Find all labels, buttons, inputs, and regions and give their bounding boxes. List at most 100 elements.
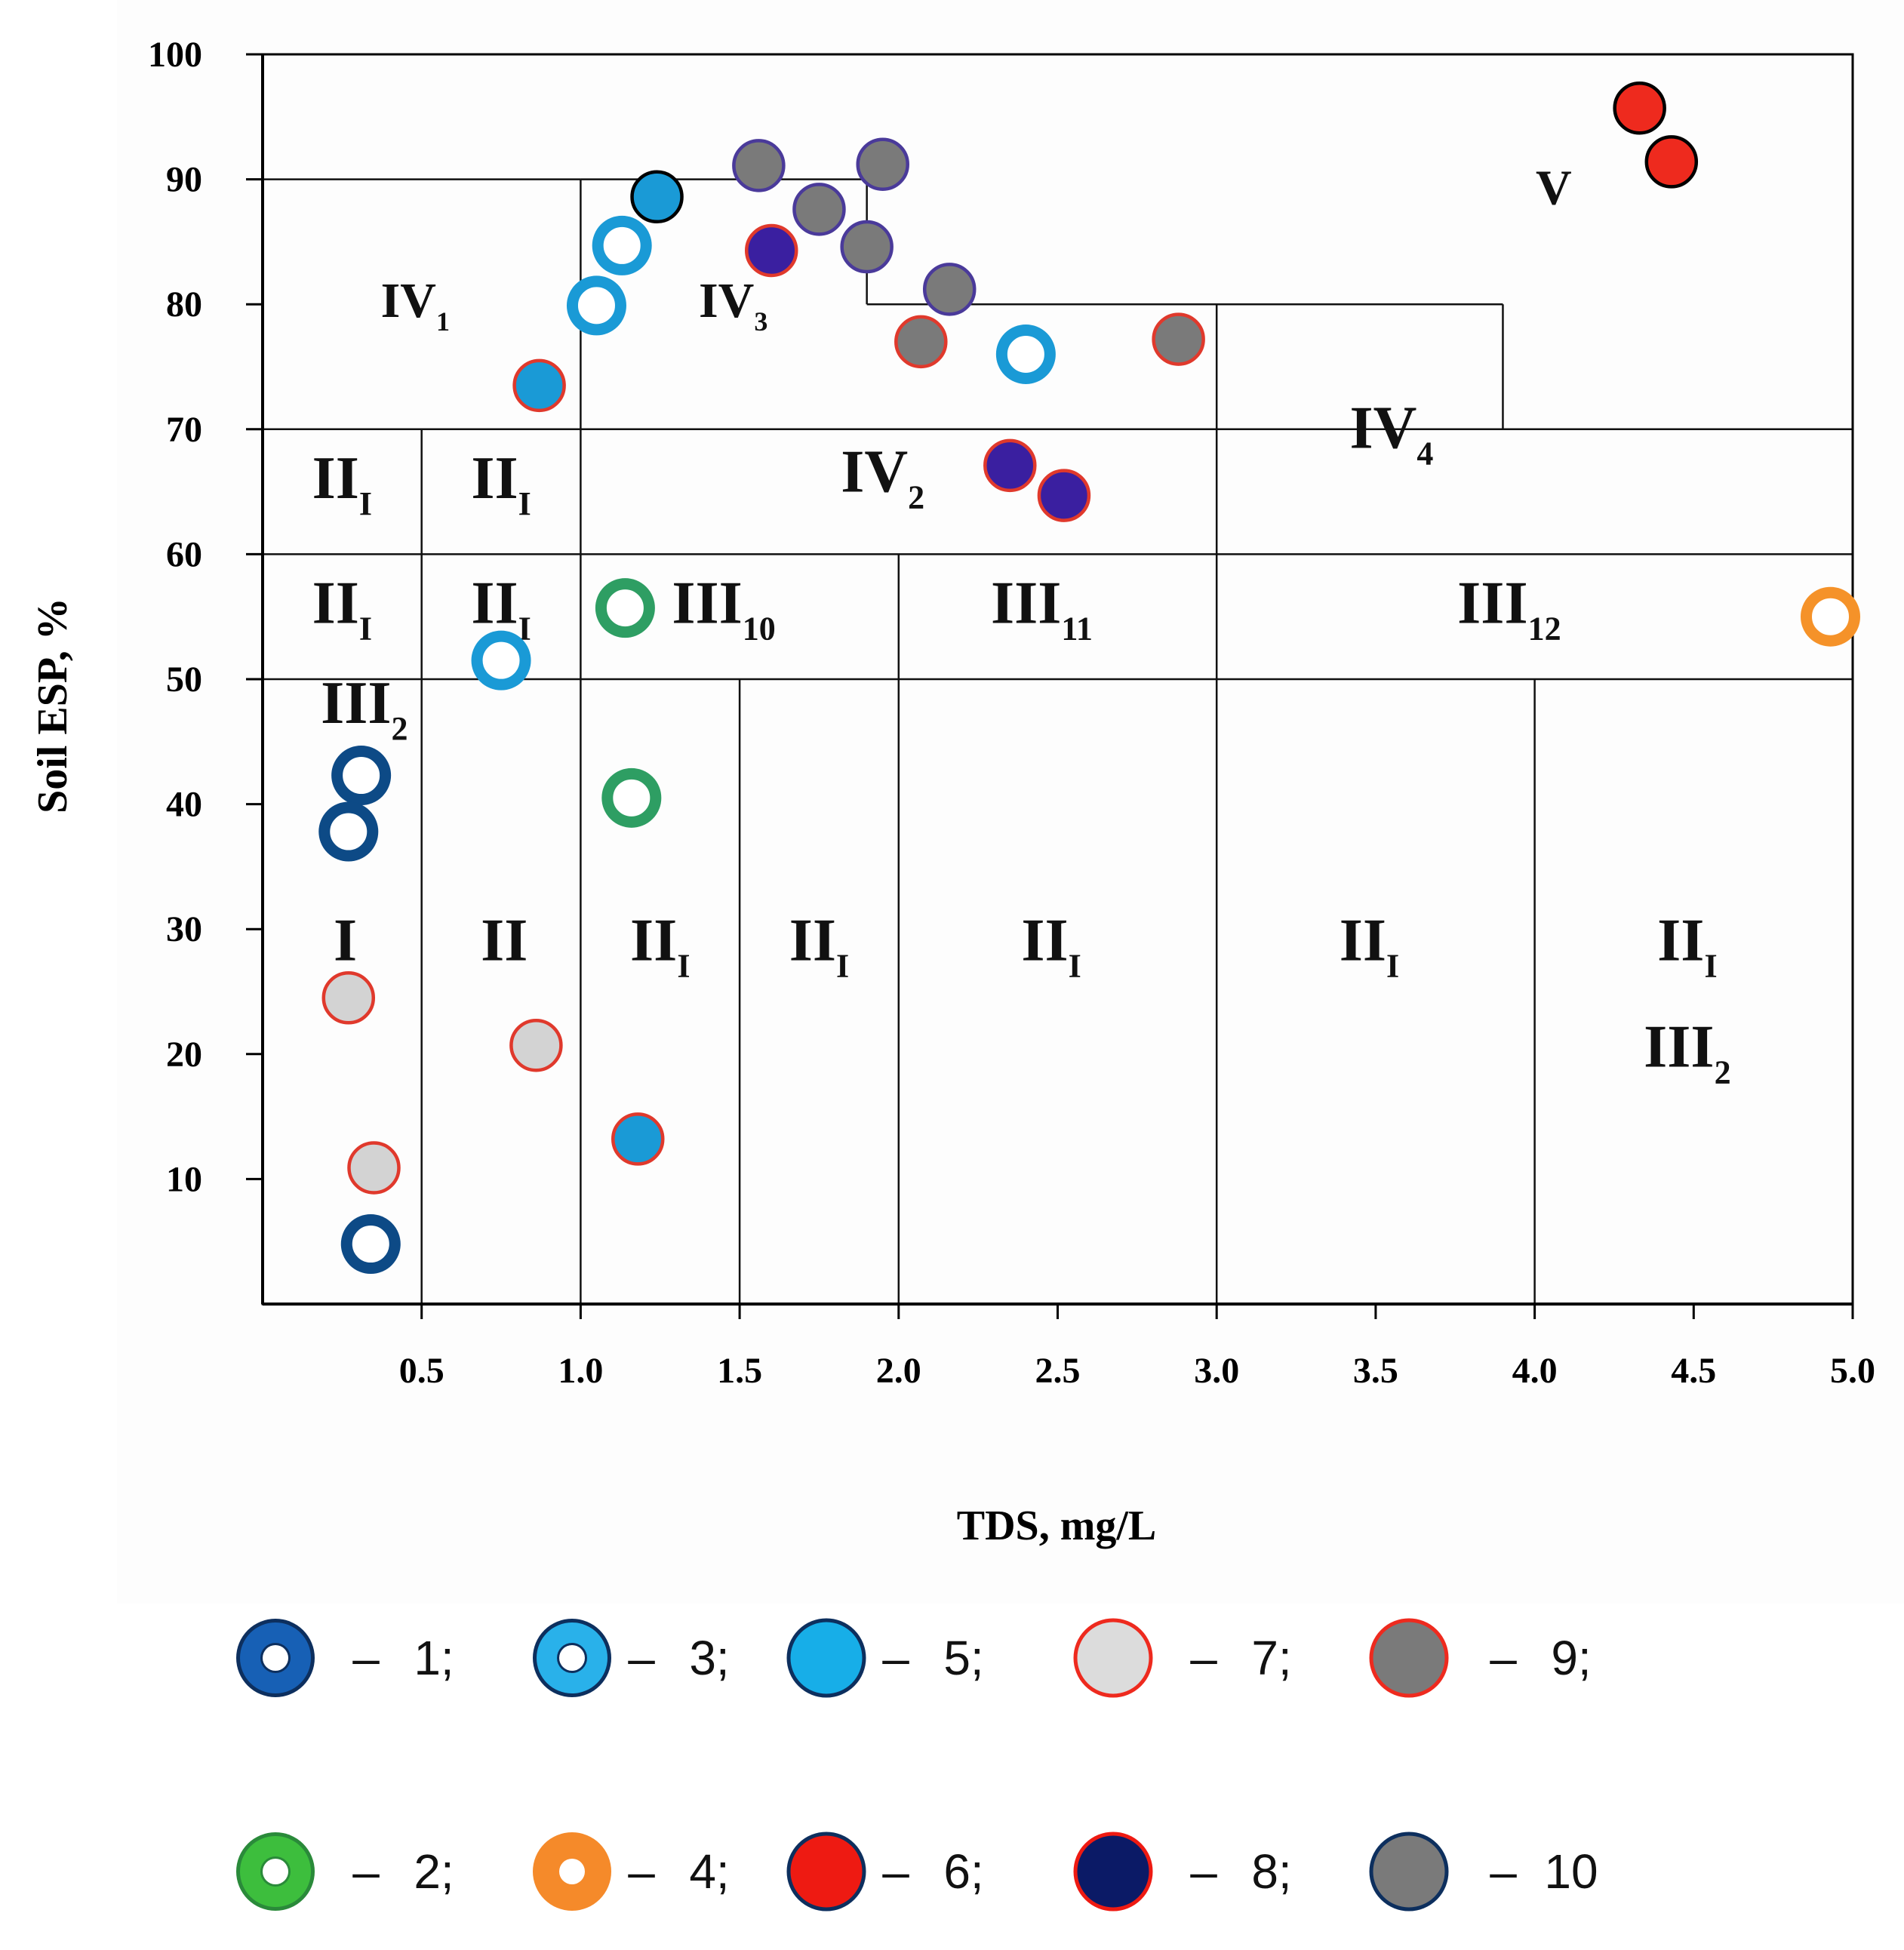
data-point-series-7 — [347, 1141, 401, 1195]
y-tick-label: 80 — [166, 285, 202, 324]
legend-marker-hole — [263, 1859, 288, 1884]
data-point-series-9 — [894, 315, 948, 369]
legend-label: 7; — [1251, 1631, 1291, 1685]
legend-item-8: –8; — [1073, 1832, 1292, 1912]
region-label: IV1 — [381, 273, 450, 337]
data-point-series-7 — [509, 1018, 563, 1072]
region-label-subscript: 2 — [392, 710, 408, 747]
region-label: IV2 — [841, 439, 924, 516]
legend-dash: – — [882, 1631, 909, 1685]
region-label-main: II — [471, 445, 518, 512]
region-label-main: II — [789, 908, 836, 974]
region-label-subscript: I — [1386, 948, 1399, 985]
data-point-series-3 — [566, 275, 626, 336]
region-label-subscript: I — [677, 948, 690, 985]
data-point-series-6 — [1644, 135, 1699, 189]
x-tick-label: 2.5 — [1035, 1351, 1081, 1391]
legend-item-2: –2; — [236, 1832, 454, 1911]
region-label: III — [312, 445, 372, 522]
data-point-series-5 — [630, 170, 684, 224]
legend-item-9: –9; — [1369, 1618, 1592, 1698]
data-point-series-5/7 — [512, 358, 566, 413]
region-boundaries — [263, 178, 1853, 1304]
legend-marker-disc-icon — [1073, 1832, 1153, 1912]
region-label-main: IV — [381, 273, 436, 328]
region-label-main: II — [1021, 908, 1068, 974]
region-label-main: I — [334, 908, 357, 974]
region-label: III2 — [1644, 1013, 1730, 1090]
data-point-series-3 — [471, 630, 531, 690]
region-label: III12 — [1457, 570, 1561, 647]
legend-dash: – — [628, 1844, 655, 1899]
region-label-subscript: 3 — [754, 306, 767, 337]
region-label-main: IV — [841, 439, 908, 506]
data-point-series-1 — [331, 746, 392, 806]
region-label-subscript: 12 — [1528, 610, 1561, 647]
region-label-main: III — [321, 670, 391, 737]
legend-item-7: –7; — [1073, 1618, 1292, 1698]
data-point-series-10 — [792, 183, 846, 236]
region-label: III — [312, 570, 372, 647]
data-point-series-1 — [340, 1214, 401, 1275]
region-label-main: II — [1657, 908, 1704, 974]
region-label: III — [471, 570, 531, 647]
y-tick-label: 50 — [166, 660, 202, 700]
region-label: III11 — [991, 570, 1093, 647]
region-label-subscript: I — [359, 485, 372, 522]
data-point-series-10 — [856, 137, 909, 191]
legend-label: 2; — [414, 1844, 454, 1899]
legend-dash: – — [1190, 1631, 1217, 1685]
data-point-series-4 — [1801, 586, 1861, 647]
legend-dash: – — [1490, 1631, 1517, 1685]
axis-ticks: 10 20 30 40 50 60 70 80 90 100 0.5 1.0 1.5 2.0 2.5 3.0 3… — [148, 35, 1875, 1391]
x-tick-label: 1.5 — [717, 1351, 762, 1391]
legend-label: 9; — [1551, 1631, 1591, 1685]
data-point-series-3 — [995, 324, 1056, 384]
region-label-main: III — [672, 570, 742, 636]
region-label: IV3 — [699, 273, 767, 337]
y-tick-label: 70 — [166, 410, 202, 450]
legend-dash: – — [1490, 1844, 1517, 1899]
legend-label: 3; — [689, 1631, 729, 1685]
region-label-main: IV — [699, 273, 754, 328]
legend-marker-disc-icon — [1369, 1832, 1449, 1912]
region-label-subscript: I — [359, 610, 372, 647]
x-tick-label: 2.0 — [876, 1351, 921, 1391]
data-point-series-5/7 — [611, 1112, 665, 1166]
legend-marker-disc-icon — [1369, 1618, 1449, 1698]
legend-label: 4; — [689, 1844, 729, 1899]
region-label-subscript: 4 — [1416, 435, 1433, 472]
region-label-main: II — [1340, 908, 1386, 974]
region-label-subscript: I — [518, 485, 531, 522]
legend-marker-hole — [559, 1859, 585, 1884]
legend-label: 6; — [943, 1844, 983, 1899]
chart-background — [117, 0, 1904, 1604]
data-point-series-6 — [1613, 81, 1666, 135]
legend-item-1: –1; — [236, 1619, 454, 1697]
data-points — [318, 81, 1861, 1275]
legend-dash: – — [352, 1844, 380, 1899]
data-point-series-3 — [592, 215, 652, 275]
region-label: III — [1021, 908, 1081, 985]
legend-dash: – — [882, 1844, 909, 1899]
legend: –1; –3; –5; –7; –9;– 2; –4; –6; –8; –10 — [236, 1618, 1598, 1912]
legend-marker-hole — [263, 1645, 288, 1671]
region-label-subscript: I — [1069, 948, 1081, 985]
data-point-series-9 — [1152, 312, 1205, 366]
x-tick-label: 4.0 — [1512, 1351, 1558, 1391]
region-label-main: IV — [1350, 395, 1417, 462]
region-label: II — [481, 908, 528, 974]
region-label: III — [471, 445, 531, 522]
x-tick-label: 3.5 — [1353, 1351, 1398, 1391]
legend-marker-disc-icon — [786, 1618, 866, 1698]
region-label-subscript: 2 — [1715, 1053, 1731, 1090]
region-label-main: II — [471, 570, 518, 636]
data-point-series-10 — [732, 139, 786, 192]
y-tick-label: 10 — [166, 1159, 202, 1199]
region-label: V — [1536, 161, 1572, 216]
legend-marker-disc-icon — [1073, 1618, 1153, 1698]
region-label-subscript: I — [1704, 948, 1717, 985]
region-label-subscript: 10 — [743, 610, 776, 647]
data-point-series-10 — [840, 220, 894, 274]
